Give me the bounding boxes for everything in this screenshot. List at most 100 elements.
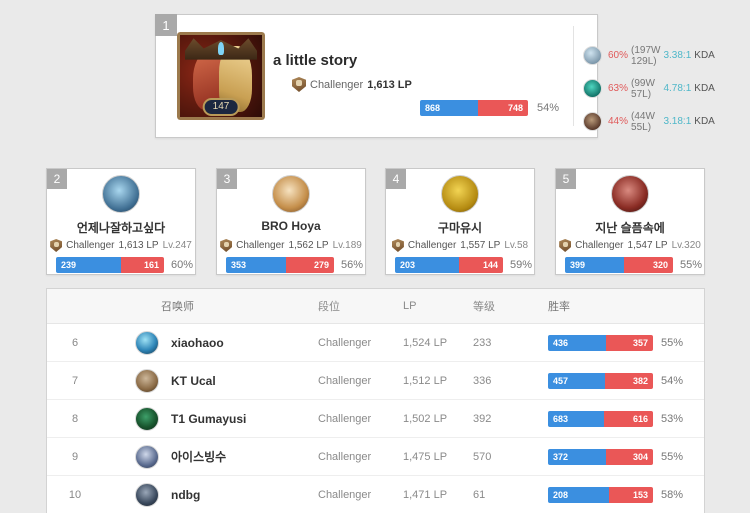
summoner-name[interactable]: a little story xyxy=(273,52,358,69)
champion-record: (44W 55L) xyxy=(631,110,655,133)
wins-segment: 208 xyxy=(548,486,609,503)
column-header-lp[interactable]: LP xyxy=(403,300,417,312)
champion-kda-label: KDA xyxy=(694,83,715,94)
table-header-row: 召唤师 段位 LP 等级 胜率 xyxy=(47,289,704,324)
champion-kda: 4.78:1 xyxy=(663,83,692,94)
column-header-level[interactable]: 等级 xyxy=(473,301,495,313)
table-row[interactable]: 6 xiaohaoo Challenger 1,524 LP 233 436 3… xyxy=(47,324,704,362)
summoner-avatar[interactable] xyxy=(135,444,159,469)
challenger-emblem-icon xyxy=(391,239,404,252)
winloss-bar: 372 304 xyxy=(548,448,653,465)
row-summoner-cell[interactable]: 아이스빙수 xyxy=(103,444,318,469)
summoner-name[interactable]: ndbg xyxy=(171,487,201,502)
winloss-bar: 353 279 xyxy=(226,257,334,273)
summoner-name[interactable]: 언제나잘하고싶다 xyxy=(76,221,166,235)
rank-card-4[interactable]: 4 구마유시 Challenger 1,557 LP Lv.58 203 144… xyxy=(385,168,535,275)
row-tier: Challenger xyxy=(318,488,372,501)
summoner-name[interactable]: KT Ucal xyxy=(171,373,216,388)
table-row[interactable]: 10 ndbg Challenger 1,471 LP 61 208 153 5… xyxy=(47,476,704,513)
wins-segment: 399 xyxy=(565,257,625,273)
champion-kda: 3.38:1 xyxy=(663,50,692,61)
summoner-name[interactable]: 아이스빙수 xyxy=(171,450,227,464)
row-lp: 1,512 LP xyxy=(403,374,448,387)
row-rank: 9 xyxy=(71,450,79,463)
wins-segment: 203 xyxy=(395,257,459,273)
column-header-winrate[interactable]: 胜率 xyxy=(548,301,570,313)
lp-value: 1,613 LP xyxy=(367,78,412,91)
card-divider xyxy=(573,26,574,126)
winloss-bar: 239 161 xyxy=(56,257,164,273)
champion-stat-row[interactable]: 60% (197W 129L) 3.38:1 KDA xyxy=(583,44,715,67)
summoner-avatar[interactable] xyxy=(611,175,649,213)
summoner-avatar[interactable] xyxy=(441,175,479,213)
summoner-name[interactable]: 지난 슬픔속에 xyxy=(595,221,665,235)
champion-stat-row[interactable]: 63% (99W 57L) 4.78:1 KDA xyxy=(583,77,715,100)
champion-icon-1[interactable] xyxy=(583,46,602,65)
column-header-tier[interactable]: 段位 xyxy=(318,301,340,313)
row-lp: 1,502 LP xyxy=(403,412,448,425)
row-tier: Challenger xyxy=(318,450,372,463)
rank-card-2[interactable]: 2 언제나잘하고싶다 Challenger 1,613 LP Lv.247 23… xyxy=(46,168,196,275)
wins-segment: 436 xyxy=(548,334,606,351)
tier-label: Challenger xyxy=(310,78,364,91)
losses-segment: 748 xyxy=(478,100,528,116)
column-header-summoner[interactable]: 召唤师 xyxy=(161,301,194,313)
table-row[interactable]: 7 KT Ucal Challenger 1,512 LP 336 457 38… xyxy=(47,362,704,400)
row-summoner-cell[interactable]: T1 Gumayusi xyxy=(103,406,318,431)
losses-segment: 320 xyxy=(624,257,673,273)
champion-stat-row[interactable]: 44% (44W 55L) 3.18:1 KDA xyxy=(583,110,715,133)
champion-icon-2[interactable] xyxy=(583,79,602,98)
winloss-bar: 457 382 xyxy=(548,372,653,389)
row-rank: 10 xyxy=(68,488,82,501)
challenger-emblem-icon xyxy=(559,239,572,252)
winrate-label: 53% xyxy=(661,412,684,425)
losses-segment: 304 xyxy=(605,448,653,465)
rank-badge: 2 xyxy=(47,169,67,189)
lp-value: 1,547 LP xyxy=(627,240,668,251)
table-row[interactable]: 8 T1 Gumayusi Challenger 1,502 LP 392 68… xyxy=(47,400,704,438)
tier-label: Challenger xyxy=(575,240,624,251)
challenger-emblem-icon xyxy=(220,239,233,252)
summoner-avatar[interactable] xyxy=(135,368,159,393)
losses-segment: 144 xyxy=(458,257,503,273)
winloss-summary: 399 320 55% xyxy=(565,257,702,273)
summoner-avatar[interactable] xyxy=(102,175,140,213)
summoner-avatar[interactable] xyxy=(135,406,159,431)
rank-card-3[interactable]: 3 BRO Hoya Challenger 1,562 LP Lv.189 35… xyxy=(216,168,366,275)
summoner-avatar[interactable] xyxy=(272,175,310,213)
row-summoner-cell[interactable]: ndbg xyxy=(103,482,318,507)
tier-line: Challenger 1,613 LP Lv.247 xyxy=(47,239,195,252)
champion-icon-3[interactable] xyxy=(583,112,602,131)
lp-value: 1,613 LP xyxy=(118,240,159,251)
winrate-label: 55% xyxy=(680,259,703,271)
summoner-name[interactable]: T1 Gumayusi xyxy=(171,411,247,426)
summoner-avatar[interactable] xyxy=(135,330,159,355)
challenger-emblem-icon xyxy=(292,77,306,92)
summoner-name[interactable]: BRO Hoya xyxy=(261,219,321,233)
champion-kda-label: KDA xyxy=(694,50,715,61)
winloss-bar: 868 748 xyxy=(420,100,528,116)
row-level: 233 xyxy=(473,336,492,349)
losses-segment: 161 xyxy=(120,257,164,273)
champion-portrait[interactable]: 147 xyxy=(177,32,265,120)
tier-label: Challenger xyxy=(407,240,457,251)
wins-segment: 683 xyxy=(548,410,604,427)
summoner-name[interactable]: xiaohaoo xyxy=(171,335,224,350)
row-rank: 8 xyxy=(71,412,79,425)
rank-badge: 5 xyxy=(556,169,576,189)
winrate-label: 59% xyxy=(510,259,533,271)
row-summoner-cell[interactable]: xiaohaoo xyxy=(103,330,318,355)
leaderboard-table: 召唤师 段位 LP 等级 胜率 6 xiaohaoo Challenger 1,… xyxy=(46,288,705,513)
rank-card-5[interactable]: 5 지난 슬픔속에 Challenger 1,547 LP Lv.320 399… xyxy=(555,168,705,275)
row-level: 61 xyxy=(473,488,486,501)
row-tier: Challenger xyxy=(318,336,372,349)
row-summoner-cell[interactable]: KT Ucal xyxy=(103,368,318,393)
table-row[interactable]: 9 아이스빙수 Challenger 1,475 LP 570 372 304 … xyxy=(47,438,704,476)
portrait-art-gem xyxy=(217,41,225,55)
lp-value: 1,557 LP xyxy=(460,240,501,251)
rank-1-hero-card[interactable]: 1 147 a little story Challenger 1,613 LP… xyxy=(155,14,715,138)
summoner-avatar[interactable] xyxy=(135,482,159,507)
winrate-label: 58% xyxy=(661,488,684,501)
wins-segment: 353 xyxy=(226,257,287,273)
summoner-name[interactable]: 구마유시 xyxy=(437,221,483,235)
